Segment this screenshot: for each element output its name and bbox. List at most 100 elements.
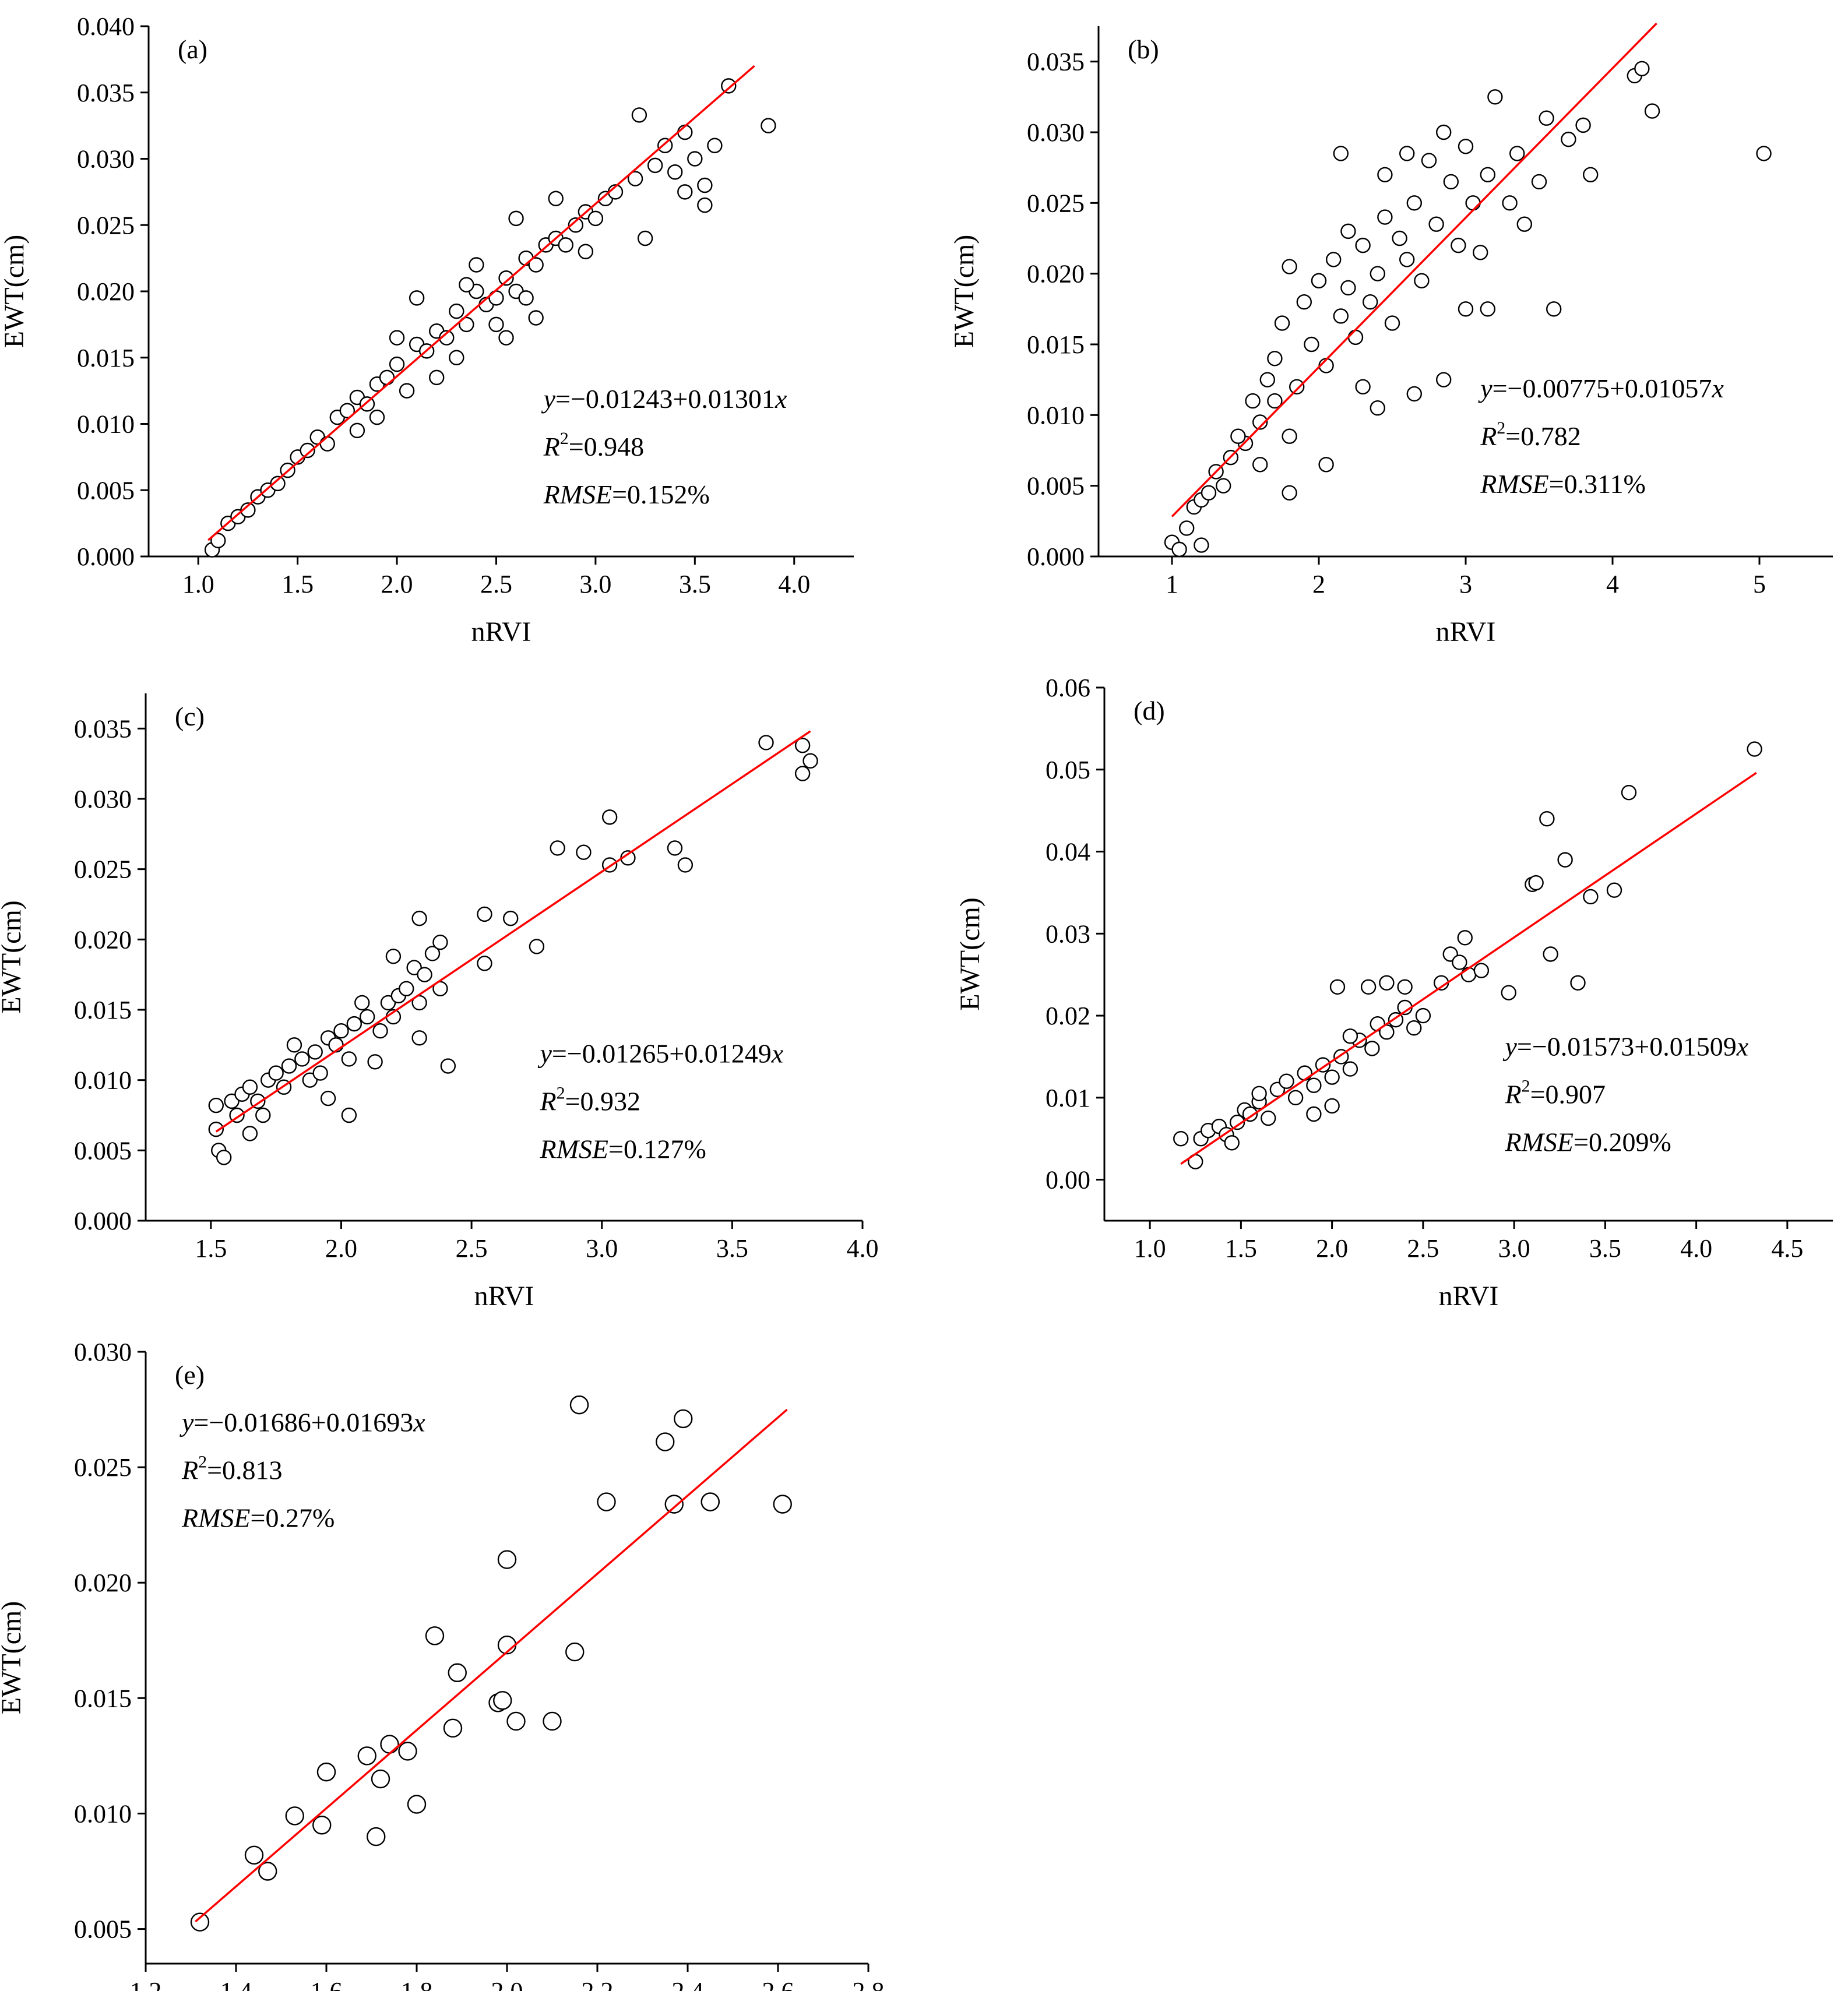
- data-point: [677, 184, 693, 200]
- data-point: [477, 906, 492, 922]
- data-point: [449, 350, 464, 365]
- y-tick-label: 0.01: [1046, 1084, 1090, 1112]
- equation-text: y=−0.01265+0.01249x: [538, 1039, 784, 1069]
- data-point: [406, 960, 422, 975]
- data-point: [1251, 1086, 1267, 1102]
- regression-line: [1171, 22, 1657, 517]
- equation-text: y=−0.01243+0.01301x: [541, 384, 787, 414]
- data-point: [1267, 393, 1283, 409]
- data-point: [424, 946, 441, 961]
- rmse-value: =0.209%: [1574, 1127, 1671, 1157]
- equation-body: =−0.01243+0.01301: [555, 384, 775, 414]
- data-point: [1201, 485, 1217, 501]
- data-point: [379, 369, 395, 386]
- y-tick-label: 0.025: [77, 211, 135, 239]
- data-point: [647, 157, 663, 174]
- data-point: [1215, 478, 1231, 494]
- rmse-text: RMSE=0.311%: [1480, 469, 1646, 499]
- x-tick-label: 1.8: [401, 1977, 433, 1991]
- data-point: [1561, 131, 1576, 147]
- data-point: [664, 1495, 684, 1514]
- data-point: [1245, 393, 1261, 409]
- data-point: [1315, 1057, 1331, 1073]
- data-point: [425, 1626, 445, 1645]
- data-point: [1287, 1090, 1304, 1106]
- data-point: [1325, 252, 1342, 267]
- x-tick-label: 2: [1312, 570, 1325, 598]
- data-point: [319, 436, 335, 452]
- data-point: [1399, 252, 1415, 267]
- x-tick-label: 2.5: [1407, 1234, 1439, 1263]
- data-point: [506, 1711, 526, 1731]
- rmse-lead: RMSE: [540, 1134, 609, 1164]
- data-point: [578, 244, 594, 259]
- data-point: [449, 303, 464, 319]
- data-point: [1306, 1106, 1322, 1122]
- equation-body: =−0.01686+0.01693: [193, 1408, 413, 1437]
- data-point: [677, 857, 694, 873]
- x-tick-label: 4.0: [778, 570, 810, 598]
- panel-label: (c): [175, 702, 205, 731]
- rmse-text: RMSE=0.152%: [543, 480, 710, 509]
- data-point: [761, 118, 776, 133]
- data-point: [1516, 216, 1533, 232]
- data-point: [587, 210, 604, 227]
- panel-label: (e): [175, 1360, 205, 1390]
- x-tick-label: 2.0: [1316, 1234, 1348, 1263]
- data-point: [1458, 139, 1474, 154]
- x-tick-label: 3.5: [1589, 1234, 1621, 1263]
- r2-text: R2=0.948: [543, 429, 645, 461]
- data-point: [601, 809, 618, 825]
- x-tick-label: 4.0: [847, 1234, 879, 1263]
- data-point: [548, 191, 564, 206]
- x-axis-title: nRVI: [471, 616, 531, 647]
- data-point: [1362, 294, 1378, 310]
- x-tick-label: 1.5: [195, 1234, 227, 1263]
- data-point: [1267, 351, 1283, 367]
- data-point: [773, 1495, 792, 1514]
- x-tick-label: 1: [1166, 570, 1178, 598]
- data-point: [1606, 882, 1622, 898]
- data-point: [1355, 379, 1371, 394]
- data-point: [339, 403, 355, 418]
- rmse-value: =0.27%: [251, 1503, 335, 1533]
- data-point: [409, 290, 425, 306]
- data-point: [300, 442, 315, 459]
- rmse-text: RMSE=0.127%: [540, 1134, 706, 1164]
- x-tick-label: 2.8: [853, 1977, 885, 1991]
- x-tick-label: 1.5: [281, 570, 314, 598]
- data-point: [1342, 1028, 1358, 1044]
- data-point: [399, 981, 414, 997]
- data-point: [1340, 280, 1356, 296]
- y-tick-label: 0.06: [1046, 674, 1090, 702]
- data-point: [1296, 294, 1312, 310]
- data-point: [1543, 946, 1558, 962]
- data-point: [258, 1862, 277, 1881]
- x-axis-title: nRVI: [1439, 1281, 1499, 1312]
- data-point: [459, 316, 474, 333]
- data-point: [498, 330, 514, 346]
- x-tick-label: 2.2: [582, 1977, 614, 1991]
- data-point: [432, 934, 448, 950]
- data-point: [1178, 520, 1195, 536]
- data-point: [242, 1079, 258, 1095]
- r2-lead: R: [543, 432, 560, 461]
- data-point: [697, 177, 713, 193]
- data-point: [498, 270, 514, 286]
- data-point: [721, 78, 737, 94]
- rmse-text: RMSE=0.209%: [1505, 1127, 1671, 1157]
- data-point: [1282, 485, 1297, 501]
- y-tick-label: 0.020: [74, 1569, 132, 1597]
- data-point: [242, 1126, 258, 1141]
- r2-value: =0.948: [569, 432, 644, 461]
- data-point: [302, 1072, 318, 1088]
- data-point: [439, 330, 455, 346]
- panel-label: (b): [1128, 34, 1159, 64]
- data-point: [518, 290, 534, 306]
- y-tick-label: 0.035: [77, 79, 135, 107]
- data-point: [794, 766, 811, 781]
- regression-line: [1180, 771, 1757, 1165]
- equation-lead: y: [179, 1408, 194, 1437]
- data-point: [459, 277, 474, 293]
- data-point: [1259, 372, 1276, 387]
